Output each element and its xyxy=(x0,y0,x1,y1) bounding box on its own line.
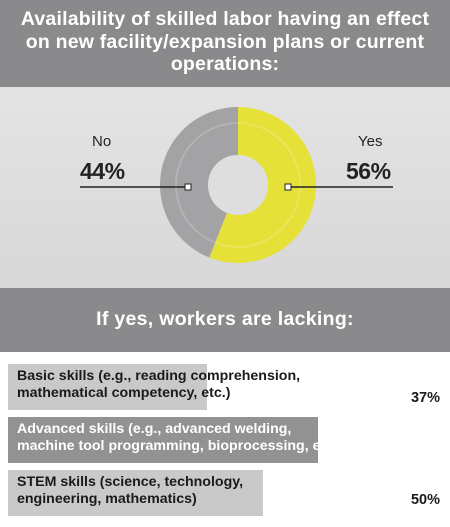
bar-stem-skills xyxy=(8,470,263,516)
bar-label-stem-skills: STEM skills (science, technology, engine… xyxy=(17,474,243,507)
yes-marker xyxy=(284,183,292,191)
bar-title-band: If yes, workers are lacking: xyxy=(0,288,450,352)
bar-advanced-skills xyxy=(8,417,318,463)
no-marker xyxy=(184,183,192,191)
bar-value-basic-skills: 37% xyxy=(410,390,440,406)
bar-value-advanced-skills: 63% xyxy=(410,437,440,453)
bar-label-line: Advanced skills (e.g., advanced welding, xyxy=(17,421,292,437)
no-value-label: 44% xyxy=(80,158,125,184)
no-label: No xyxy=(92,133,112,150)
bar-row-advanced-skills: Advanced skills (e.g., advanced welding,… xyxy=(8,417,444,463)
bar-label-line: mathematical competency, etc.) xyxy=(17,384,231,401)
donut-hub xyxy=(208,155,268,215)
bar-value-stem-skills: 50% xyxy=(410,492,440,508)
bar-label-line: Basic skills (e.g., reading comprehensio… xyxy=(17,368,301,384)
bar-label-line: engineering, mathematics) xyxy=(17,490,197,507)
slice-no xyxy=(160,107,238,258)
pie-title: Availability of skilled labor having an … xyxy=(20,8,430,75)
yes-value-label: 56% xyxy=(346,158,391,184)
yes-label: Yes xyxy=(358,133,383,150)
bar-title: If yes, workers are lacking: xyxy=(96,308,354,330)
bar-row-stem-skills: STEM skills (science, technology, engine… xyxy=(8,470,444,516)
donut-chart xyxy=(80,107,393,263)
bar-row-basic-skills: Basic skills (e.g., reading comprehensio… xyxy=(8,364,444,410)
bar-label-basic-skills: Basic skills (e.g., reading comprehensio… xyxy=(17,368,300,401)
bar-basic-skills xyxy=(8,364,207,410)
bar-label-advanced-skills: Advanced skills (e.g., advanced welding,… xyxy=(17,421,342,454)
pie-panel: No 44% Yes 56% xyxy=(0,87,450,288)
bar-label-line: machine tool programming, bioprocessing,… xyxy=(17,437,342,454)
pie-title-band: Availability of skilled labor having an … xyxy=(0,0,450,87)
slice-yes xyxy=(209,107,316,263)
bar-label-line: STEM skills (science, technology, xyxy=(17,474,244,490)
donut-inner-ring xyxy=(175,122,301,248)
